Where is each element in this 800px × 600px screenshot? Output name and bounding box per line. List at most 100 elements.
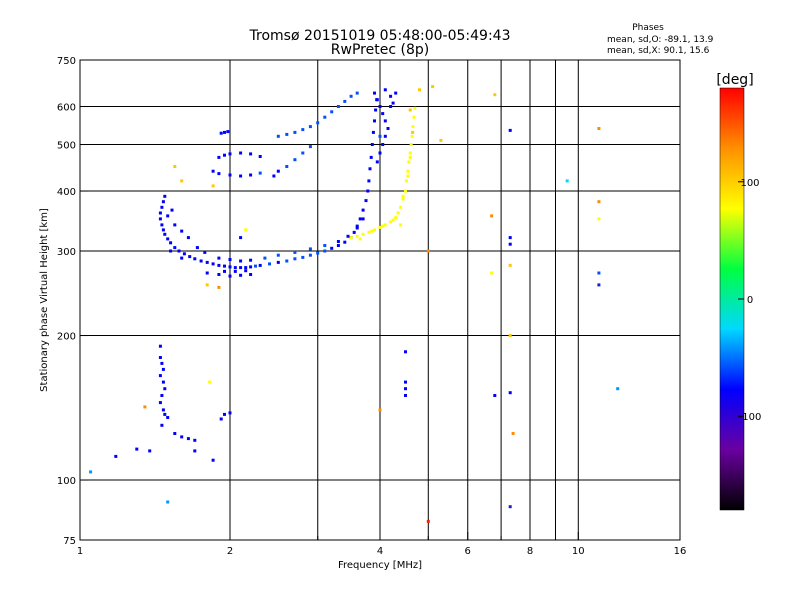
data-point: [276, 169, 280, 173]
data-point: [367, 230, 371, 234]
data-point: [193, 257, 197, 261]
data-point: [205, 260, 209, 264]
data-point: [135, 447, 139, 451]
data-point: [355, 91, 359, 95]
data-point: [378, 225, 382, 229]
data-point: [366, 189, 370, 193]
data-point: [148, 449, 152, 453]
data-point: [180, 435, 184, 439]
data-point: [239, 236, 243, 240]
data-point: [378, 134, 382, 138]
data-point: [249, 265, 253, 269]
data-point: [383, 223, 387, 227]
colorbar-tick-label: -100: [739, 412, 762, 423]
data-point: [439, 138, 443, 142]
data-point: [268, 262, 271, 266]
data-point: [180, 179, 184, 183]
data-point: [361, 208, 365, 212]
colorbar-label: [deg]: [716, 72, 753, 88]
data-point: [233, 269, 237, 273]
data-point: [223, 130, 226, 134]
data-point: [272, 174, 276, 178]
data-point: [411, 130, 415, 134]
data-point: [597, 283, 601, 287]
data-point: [383, 119, 387, 123]
data-point: [244, 269, 248, 273]
data-point: [508, 505, 512, 509]
data-point: [160, 223, 164, 227]
data-point: [508, 242, 512, 246]
data-point: [364, 199, 368, 203]
data-point: [239, 266, 243, 270]
data-point: [158, 374, 162, 378]
data-point: [169, 249, 173, 253]
data-point: [195, 246, 199, 250]
data-point: [401, 197, 405, 201]
data-point: [301, 128, 305, 132]
data-point: [378, 105, 382, 108]
data-point: [426, 519, 430, 523]
x-tick-label: 10: [572, 546, 585, 557]
data-point: [223, 264, 226, 268]
data-point: [163, 194, 167, 198]
data-point: [158, 356, 162, 359]
data-point: [258, 155, 262, 158]
data-point: [285, 259, 289, 263]
data-point: [182, 252, 186, 256]
data-point: [352, 230, 356, 234]
data-point: [490, 214, 494, 218]
data-point: [217, 256, 221, 260]
data-point: [276, 260, 280, 264]
data-point: [508, 236, 512, 240]
data-point: [412, 115, 416, 119]
y-tick-label: 200: [57, 332, 76, 343]
data-point: [239, 174, 243, 178]
data-point: [293, 158, 297, 162]
data-point: [508, 391, 512, 395]
data-point: [285, 132, 289, 136]
grid: [80, 60, 680, 540]
y-tick-label: 600: [57, 103, 76, 114]
data-point: [188, 255, 192, 259]
data-point: [378, 151, 382, 155]
stats-title: Phases: [632, 23, 664, 33]
data-point: [406, 174, 410, 178]
data-point: [217, 172, 221, 176]
data-point: [368, 167, 372, 171]
data-point: [386, 127, 390, 130]
data-point: [394, 91, 398, 95]
data-point: [217, 285, 221, 289]
data-point: [381, 143, 385, 146]
data-point: [383, 134, 387, 138]
data-point: [193, 438, 197, 442]
data-point: [404, 380, 407, 384]
data-point: [211, 184, 215, 188]
data-point: [161, 380, 165, 384]
data-point: [399, 205, 403, 209]
colorbar-ticks: -100 0 100: [738, 178, 761, 423]
data-point: [401, 194, 405, 198]
data-point: [404, 179, 408, 183]
data-point: [511, 432, 515, 435]
data-point: [316, 251, 320, 255]
data-point: [343, 99, 347, 103]
data-point: [166, 237, 170, 241]
data-point: [409, 143, 413, 146]
data-point: [404, 350, 407, 354]
data-point: [223, 153, 226, 157]
data-point: [160, 361, 164, 365]
data-point: [249, 173, 253, 177]
data-point: [597, 127, 601, 130]
data-point: [228, 173, 232, 177]
data-point: [565, 179, 569, 183]
data-point: [355, 224, 359, 228]
data-point: [413, 106, 417, 110]
y-tick-label: 100: [57, 476, 76, 487]
data-point: [228, 258, 232, 261]
x-axis-label: Frequency [MHz]: [338, 560, 422, 571]
data-point: [374, 108, 378, 112]
data-point: [219, 131, 223, 135]
data-point: [276, 253, 280, 257]
data-point: [381, 224, 385, 228]
